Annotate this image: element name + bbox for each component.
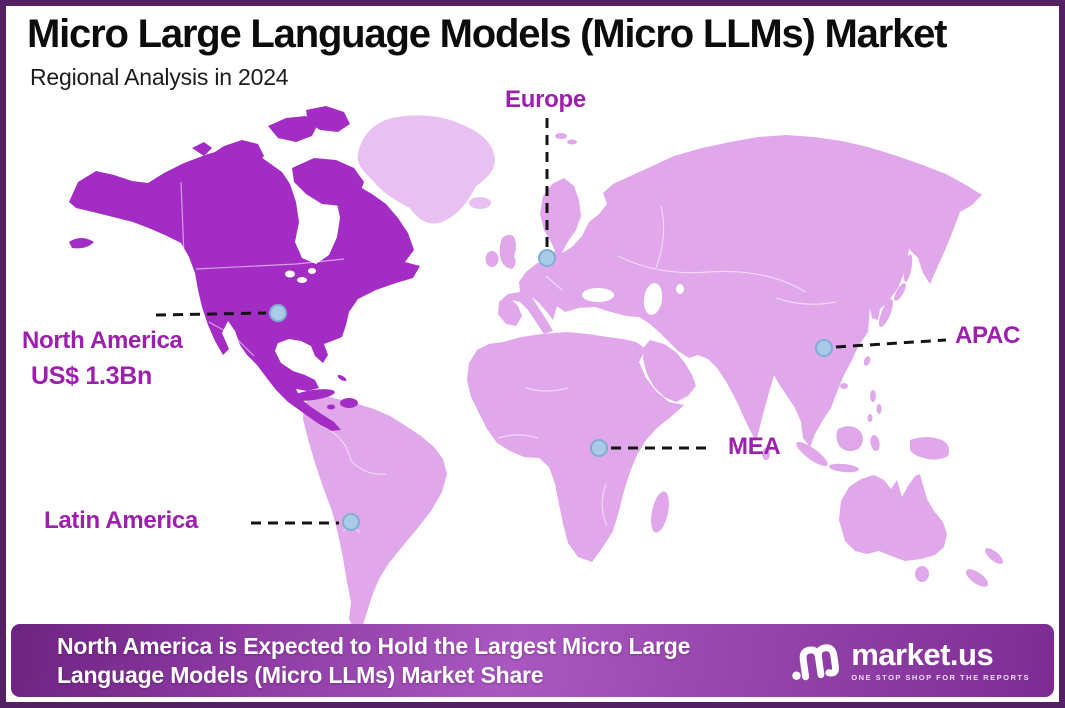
north-america-value: US$ 1.3Bn <box>31 362 152 390</box>
banner-line-2: Language Models (Micro LLMs) Market Shar… <box>57 661 544 688</box>
africa-region <box>467 332 684 562</box>
banner-text: North America is Expected to Hold the La… <box>57 632 690 690</box>
mea-label: MEA <box>728 433 781 460</box>
north-america-marker-dot <box>269 304 287 322</box>
europe-islands <box>485 234 516 269</box>
north-america-label: North America <box>22 327 183 354</box>
south-america-region <box>303 396 447 631</box>
inland-seas <box>582 283 684 315</box>
logo-tagline: ONE STOP SHOP FOR THE REPORTS <box>851 673 1030 682</box>
banner-line-1: North America is Expected to Hold the La… <box>57 632 691 659</box>
greenland-region <box>357 115 495 224</box>
asian-islands <box>555 133 950 473</box>
australia-oceania-region <box>839 474 1003 587</box>
marketus-swirl-m-icon <box>792 643 840 680</box>
arabia-region <box>643 340 696 402</box>
logo-text-block: market.us ONE STOP SHOP FOR THE REPORTS <box>851 639 1030 682</box>
apac-connector <box>835 338 947 349</box>
north-america-connector <box>155 311 267 317</box>
apac-marker-dot <box>815 339 833 357</box>
page-subtitle: Regional Analysis in 2024 <box>30 64 289 90</box>
europe-label: Europe <box>505 86 586 113</box>
apac-label: APAC <box>955 322 1021 349</box>
connector-lines <box>155 118 947 525</box>
page-title: Micro Large Language Models (Micro LLMs)… <box>27 12 947 56</box>
europe-marker-dot <box>538 249 556 267</box>
logo-brand-name: market.us <box>851 637 994 672</box>
highlight-banner: North America is Expected to Hold the La… <box>11 624 1054 697</box>
country-borders <box>180 181 837 534</box>
marketus-logo: market.us ONE STOP SHOP FOR THE REPORTS <box>789 637 1030 685</box>
north-america-region <box>69 106 420 431</box>
latin-america-marker-dot <box>342 513 360 531</box>
latin-america-label: Latin America <box>44 507 198 534</box>
region-markers <box>269 249 833 531</box>
mea-marker-dot <box>590 439 608 457</box>
eurasia-region <box>498 135 982 447</box>
world-map <box>69 106 1003 631</box>
